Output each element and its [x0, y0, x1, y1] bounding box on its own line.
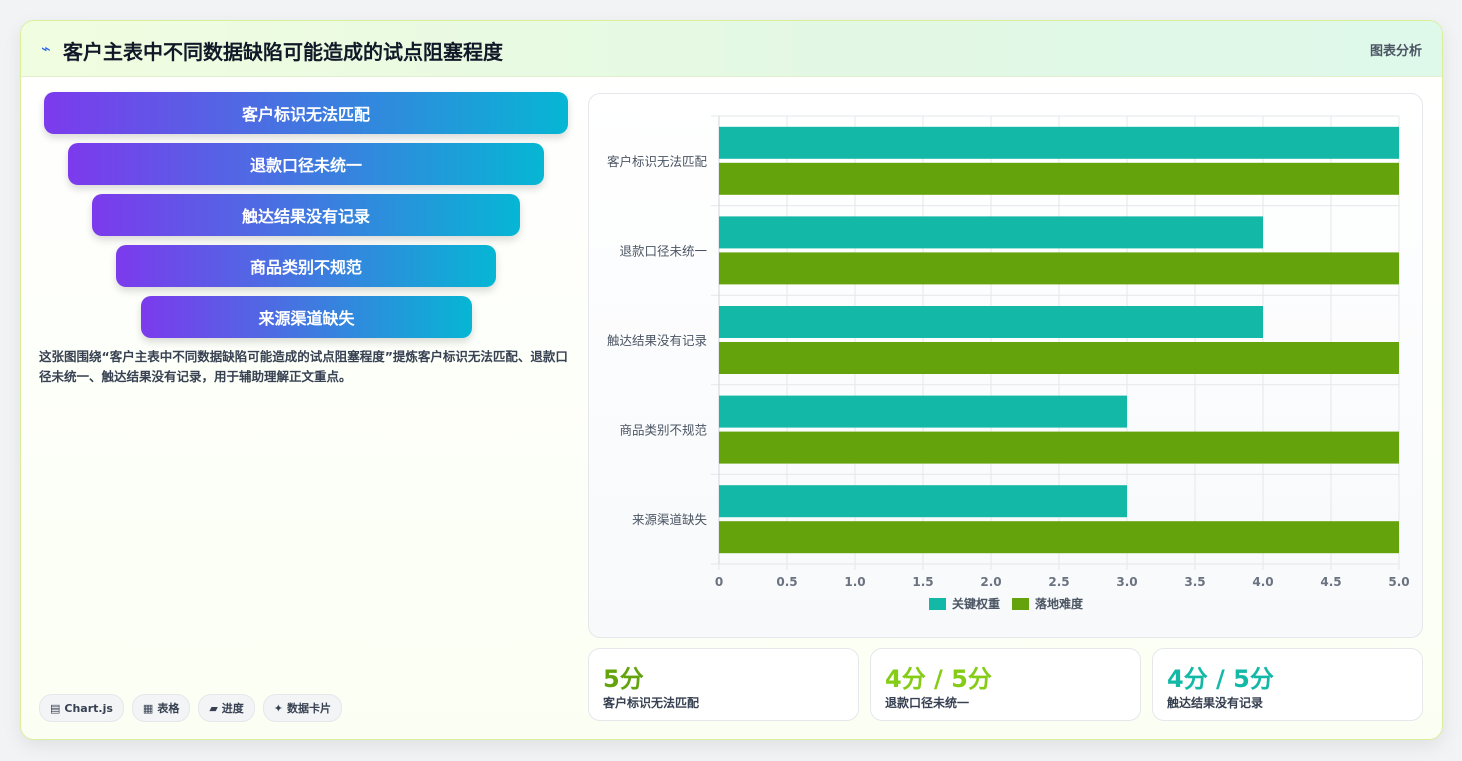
- stat-label: 触达结果没有记录: [1167, 696, 1264, 710]
- chart-card: ⌁ 客户主表中不同数据缺陷可能造成的试点阻塞程度 图表分析 客户标识无法匹配 退…: [20, 20, 1443, 740]
- stat-card: 5分 客户标识无法匹配: [588, 648, 859, 721]
- x-tick-label: 0: [715, 575, 723, 589]
- chart-icon: ▤: [50, 701, 61, 715]
- chart-description: 这张图围绕“客户主表中不同数据缺陷可能造成的试点阻塞程度”提炼客户标识无法匹配、…: [39, 349, 568, 384]
- x-tick-label: 4.0: [1252, 575, 1273, 589]
- bar: [719, 306, 1263, 338]
- y-tick-label: 来源渠道缺失: [632, 512, 708, 527]
- bar: [719, 162, 1399, 195]
- x-tick-label: 0.5: [776, 575, 797, 589]
- legend-swatch: [929, 598, 946, 610]
- bar: [719, 216, 1263, 249]
- card-title: 客户主表中不同数据缺陷可能造成的试点阻塞程度: [63, 40, 503, 64]
- tag-label: 表格: [157, 702, 180, 715]
- x-tick-label: 1.5: [912, 575, 933, 589]
- card-header: ⌁ 客户主表中不同数据缺陷可能造成的试点阻塞程度 图表分析: [21, 21, 1442, 77]
- funnel-item[interactable]: 客户标识无法匹配: [44, 92, 568, 134]
- legend-label: 落地难度: [1035, 596, 1084, 611]
- sparkle-icon: ✦: [273, 701, 284, 715]
- tag-progress[interactable]: ▰ 进度: [198, 694, 255, 722]
- tag-list: ▤ Chart.js ▦ 表格 ▰ 进度 ✦ 数据卡片: [39, 694, 343, 722]
- chart-analysis-link[interactable]: 图表分析: [1369, 44, 1422, 59]
- x-tick-label: 1.0: [844, 575, 865, 589]
- tag-label: 数据卡片: [287, 702, 332, 715]
- tag-data-card[interactable]: ✦ 数据卡片: [262, 694, 343, 722]
- x-tick-label: 4.5: [1320, 575, 1341, 589]
- x-tick-label: 3.5: [1184, 575, 1205, 589]
- stat-label: 客户标识无法匹配: [603, 696, 700, 710]
- bar: [719, 431, 1399, 464]
- stat-value: 4分 / 5分: [1167, 665, 1274, 693]
- stat-card: 4分 / 5分 触达结果没有记录: [1152, 648, 1423, 721]
- y-tick-label: 客户标识无法匹配: [607, 154, 708, 169]
- funnel-item[interactable]: 商品类别不规范: [116, 245, 496, 287]
- y-tick-label: 退款口径未统一: [619, 243, 707, 258]
- bar: [719, 126, 1399, 159]
- tag-label: Chart.js: [64, 701, 113, 715]
- stat-value: 4分 / 5分: [885, 665, 992, 693]
- y-tick-label: 商品类别不规范: [619, 423, 707, 438]
- bar: [719, 342, 1399, 374]
- bar: [719, 252, 1399, 285]
- tag-chartjs[interactable]: ▤ Chart.js: [39, 694, 124, 722]
- stat-value: 5分: [603, 665, 644, 693]
- tag-label: 进度: [221, 702, 244, 715]
- tag-table[interactable]: ▦ 表格: [131, 694, 191, 722]
- funnel-item[interactable]: 触达结果没有记录: [92, 194, 520, 236]
- x-tick-label: 3.0: [1116, 575, 1137, 589]
- stat-label: 退款口径未统一: [885, 696, 970, 710]
- legend-label: 关键权重: [952, 596, 1000, 611]
- bar-chart: 0 0.5 1.0 1.5 2.0 2.5 3.0 3.5 4.0 4.5 5.0 客户标识无法匹配退…: [607, 115, 1410, 611]
- bar: [719, 521, 1399, 554]
- x-tick-label: 2.5: [1048, 575, 1069, 589]
- funnel-item[interactable]: 退款口径未统一: [68, 143, 544, 185]
- table-icon: ▦: [142, 701, 154, 715]
- bar-chart-panel: 0 0.5 1.0 1.5 2.0 2.5 3.0 3.5 4.0 4.5 5.0 客户标识无法匹配退…: [588, 93, 1423, 638]
- x-tick-label: 5.0: [1388, 575, 1409, 589]
- progress-icon: ▰: [209, 701, 218, 715]
- x-tick-label: 2.0: [980, 575, 1001, 589]
- stat-card: 4分 / 5分 退款口径未统一: [870, 648, 1141, 721]
- chart-icon: ⌁: [41, 39, 51, 58]
- funnel-item[interactable]: 来源渠道缺失: [141, 296, 472, 338]
- y-tick-label: 触达结果没有记录: [607, 333, 707, 348]
- bar: [719, 485, 1127, 518]
- legend-swatch: [1012, 598, 1029, 610]
- bar: [719, 395, 1127, 428]
